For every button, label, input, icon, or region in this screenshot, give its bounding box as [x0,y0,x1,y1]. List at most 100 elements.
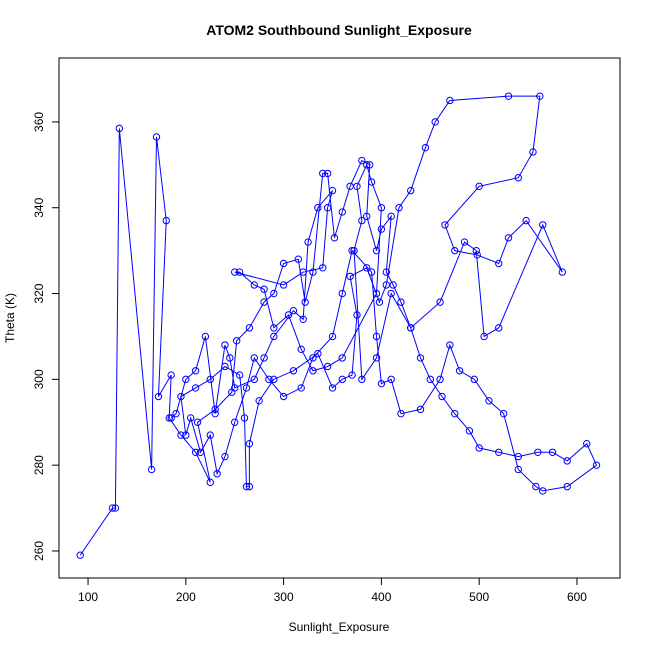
data-point [348,371,356,379]
data-point [211,405,219,414]
x-tick-label: 600 [567,590,587,604]
data-point [514,452,523,461]
data-point [338,208,346,216]
data-point [221,362,229,371]
y-axis-label: Theta (K) [3,293,17,343]
data-point [172,409,180,418]
data-point [382,281,390,289]
data-point [426,375,434,384]
data-point [177,392,185,401]
data-point [323,169,332,178]
data-point [147,465,156,474]
data-point [270,375,278,384]
data-point [363,212,371,221]
data-point [441,221,449,229]
data-point [191,448,200,456]
x-tick-label: 200 [176,590,196,604]
data-point [514,465,523,474]
data-point [260,354,268,362]
data-point [289,307,298,315]
data-point [338,289,346,298]
data-point [563,457,571,465]
data-point [495,448,503,456]
data-point [193,418,202,426]
data-point [436,298,444,306]
data-point [328,186,337,195]
data-point [309,268,317,276]
data-point [377,225,386,233]
data-point [323,204,332,212]
data-point [242,384,251,392]
data-point [407,324,415,332]
data-point [365,161,374,169]
data-point [358,375,366,384]
data-point [480,332,488,341]
data-point [270,289,278,298]
data-point [485,397,493,405]
data-point [297,384,305,392]
data-point [372,332,381,341]
data-point [279,392,288,401]
data-point [397,298,405,306]
data-point [231,418,239,426]
data-point [177,431,185,439]
data-point [182,375,190,384]
data-point [206,478,214,487]
data-point [367,268,376,276]
x-tick-label: 300 [274,590,294,604]
x-axis-label: Sunlight_Exposure [289,620,390,634]
data-point [395,204,403,212]
data-point [152,133,161,141]
data-point [232,337,241,345]
data-point [309,367,317,375]
data-point [226,354,234,362]
data-point [162,216,170,225]
data-point [289,367,298,375]
data-point [495,259,503,268]
data-point [270,332,278,341]
data-point [346,272,354,281]
data-point [455,367,464,375]
data-point [213,470,221,478]
data-point [240,414,249,422]
data-point [154,392,163,401]
data-point [539,487,547,495]
data-point [270,324,278,332]
data-line [79,95,598,556]
data-point [473,251,481,259]
data-point [76,551,84,559]
data-point [242,482,251,491]
data-point [495,324,503,332]
data-point [548,448,557,456]
data-point [115,124,124,133]
data-point [539,221,547,229]
y-tick-label: 360 [32,112,46,132]
y-tick-label: 260 [32,541,46,561]
data-point [323,362,332,371]
data-point [279,259,288,268]
data-point [353,311,361,319]
data-point [431,118,439,126]
data-point [592,461,601,469]
data-point [265,375,273,384]
data-point [165,414,173,422]
data-point [436,375,444,384]
data-point [182,431,190,439]
data-point [231,268,239,276]
x-tick-label: 100 [78,590,98,604]
data-point [358,216,366,225]
data-point [231,384,239,392]
data-point [363,161,371,169]
data-point [314,349,322,358]
data-point [294,255,302,263]
data-point [111,504,120,512]
data-point [377,204,386,212]
data-point [211,409,219,418]
data-point [387,375,395,384]
data-point [284,311,293,319]
y-tick-label: 320 [32,283,46,303]
data-point [407,186,415,195]
data-point [514,174,523,182]
